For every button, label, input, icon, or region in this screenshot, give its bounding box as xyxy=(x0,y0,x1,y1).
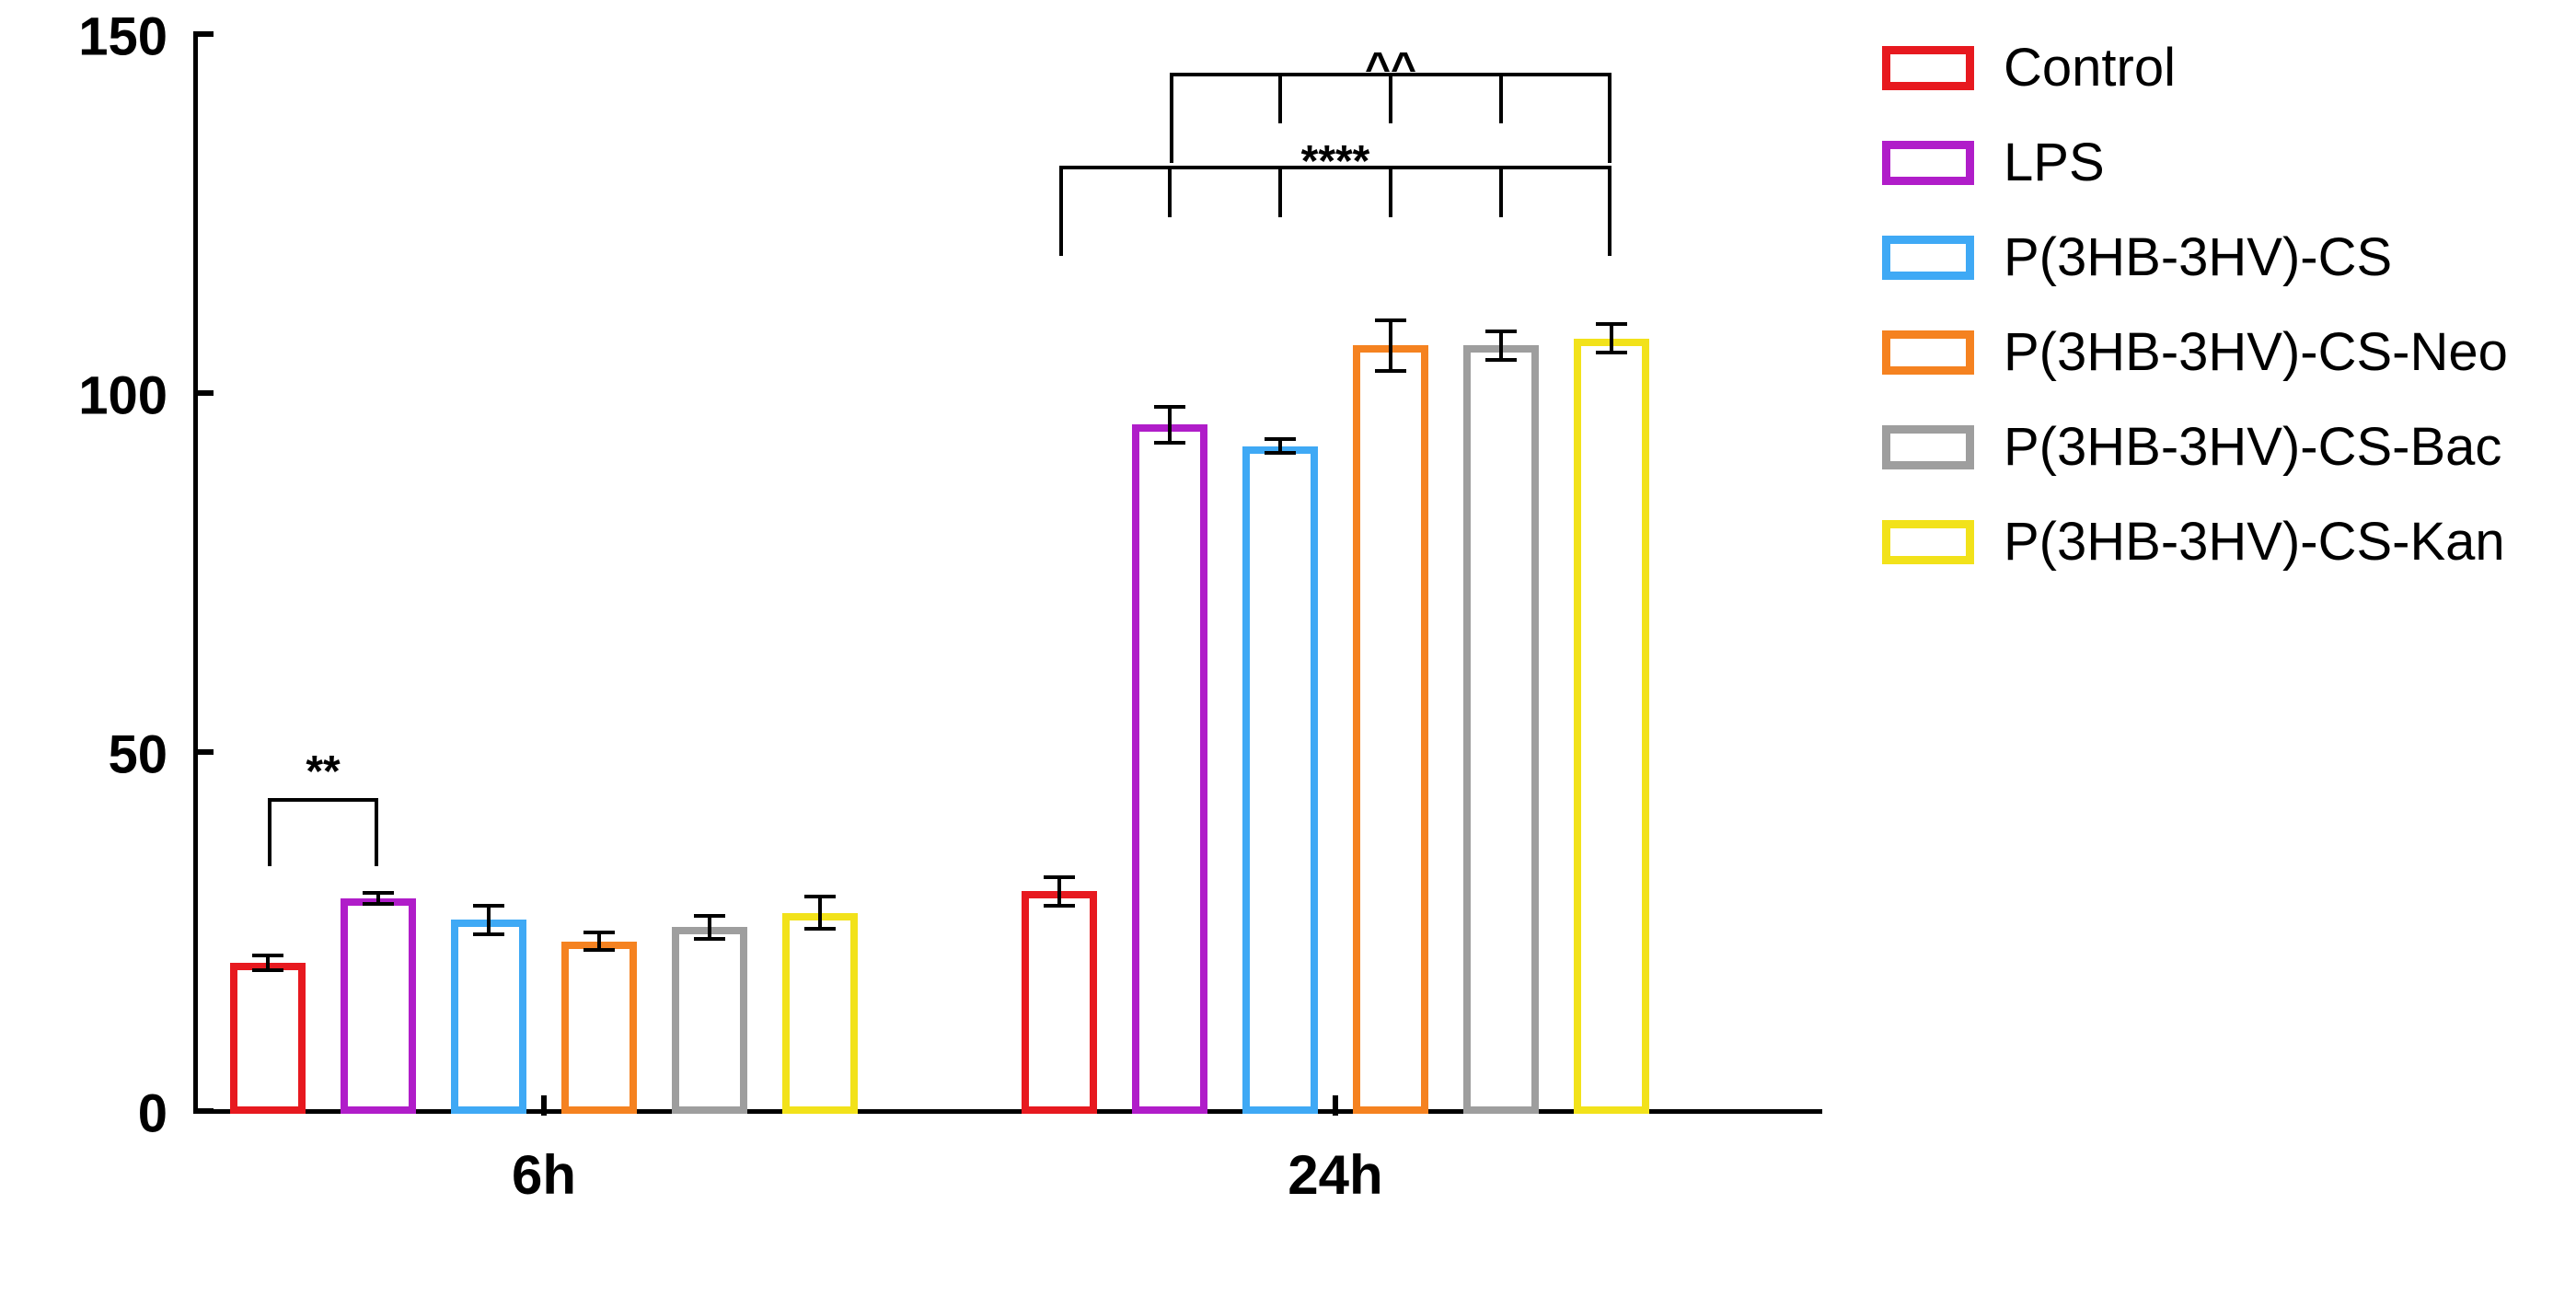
legend-item: LPS xyxy=(1882,132,2508,193)
errorbar-cap xyxy=(1044,875,1075,879)
plot-area: 0501001506h24h******^^ xyxy=(193,37,1822,1114)
bar xyxy=(451,920,526,1114)
errorbar-cap xyxy=(804,895,836,898)
errorbar-cap xyxy=(1154,441,1185,445)
legend-label: P(3HB-3HV)-CS-Kan xyxy=(2004,511,2505,573)
legend-item: P(3HB-3HV)-CS xyxy=(1882,226,2508,288)
legend: Control LPS P(3HB-3HV)-CS P(3HB-3HV)-CS-Neo… xyxy=(1882,37,2508,606)
errorbar-stem xyxy=(1389,320,1392,371)
errorbar-cap xyxy=(1154,405,1185,409)
y-tick-label: 150 xyxy=(78,6,193,68)
x-tick xyxy=(541,1095,547,1116)
errorbar-cap xyxy=(583,931,615,934)
errorbar-cap xyxy=(1265,437,1296,441)
errorbar-cap xyxy=(1596,351,1627,354)
errorbar-stem xyxy=(708,916,711,939)
errorbar-cap xyxy=(1485,330,1517,333)
bar xyxy=(230,963,306,1114)
legend-label: P(3HB-3HV)-CS xyxy=(2004,226,2392,288)
legend-swatch xyxy=(1882,46,1974,90)
legend-swatch xyxy=(1882,330,1974,375)
errorbar-cap xyxy=(694,914,725,918)
legend-swatch xyxy=(1882,141,1974,185)
y-tick-label: 50 xyxy=(108,724,193,786)
legend-swatch xyxy=(1882,236,1974,280)
errorbar-cap xyxy=(473,904,504,908)
bar xyxy=(341,898,416,1114)
x-tick xyxy=(1333,1095,1338,1116)
bar xyxy=(1022,891,1097,1114)
legend-item: P(3HB-3HV)-CS-Bac xyxy=(1882,416,2508,478)
legend-item: P(3HB-3HV)-CS-Kan xyxy=(1882,511,2508,573)
significance-bracket xyxy=(268,798,378,862)
bar xyxy=(1242,446,1318,1114)
bar xyxy=(1463,345,1539,1114)
errorbar-cap xyxy=(583,948,615,952)
y-tick xyxy=(193,390,214,396)
errorbar-cap xyxy=(473,932,504,936)
significance-label: ** xyxy=(306,747,340,803)
errorbar-cap xyxy=(363,891,394,895)
figure: Nitrite Concentration (μM) 0501001506h24… xyxy=(0,0,2576,1308)
errorbar-cap xyxy=(1375,318,1406,322)
errorbar-cap xyxy=(804,927,836,931)
legend-swatch xyxy=(1882,425,1974,469)
y-tick xyxy=(193,749,214,755)
errorbar-cap xyxy=(1596,322,1627,326)
bar xyxy=(561,942,637,1114)
errorbar-cap xyxy=(1485,358,1517,362)
bar xyxy=(1574,339,1649,1114)
legend-label: P(3HB-3HV)-CS-Neo xyxy=(2004,321,2508,383)
bar xyxy=(1353,345,1428,1114)
errorbar-cap xyxy=(363,902,394,906)
y-tick xyxy=(193,31,214,37)
legend-label: Control xyxy=(2004,37,2176,98)
errorbar-stem xyxy=(1610,324,1613,353)
errorbar-stem xyxy=(1499,331,1503,360)
bar xyxy=(782,913,858,1114)
errorbar-cap xyxy=(1044,904,1075,908)
x-category-label: 24h xyxy=(1288,1114,1382,1207)
y-tick-label: 100 xyxy=(78,365,193,427)
y-tick-label: 0 xyxy=(138,1083,193,1145)
errorbar-cap xyxy=(1375,369,1406,373)
legend-item: Control xyxy=(1882,37,2508,98)
bar xyxy=(672,927,747,1114)
errorbar-cap xyxy=(252,968,283,972)
legend-swatch xyxy=(1882,520,1974,564)
errorbar-stem xyxy=(818,897,822,928)
legend-label: P(3HB-3HV)-CS-Bac xyxy=(2004,416,2501,478)
significance-label: ^^ xyxy=(1365,43,1416,99)
errorbar-stem xyxy=(1057,877,1061,906)
errorbar-cap xyxy=(1265,451,1296,455)
errorbar-cap xyxy=(694,937,725,941)
errorbar-cap xyxy=(252,954,283,957)
legend-item: P(3HB-3HV)-CS-Neo xyxy=(1882,321,2508,383)
legend-label: LPS xyxy=(2004,132,2105,193)
x-category-label: 6h xyxy=(512,1114,576,1207)
errorbar-stem xyxy=(487,906,491,934)
bar xyxy=(1132,424,1207,1114)
errorbar-stem xyxy=(1168,407,1172,443)
y-axis xyxy=(193,37,198,1114)
y-tick xyxy=(193,1108,214,1114)
